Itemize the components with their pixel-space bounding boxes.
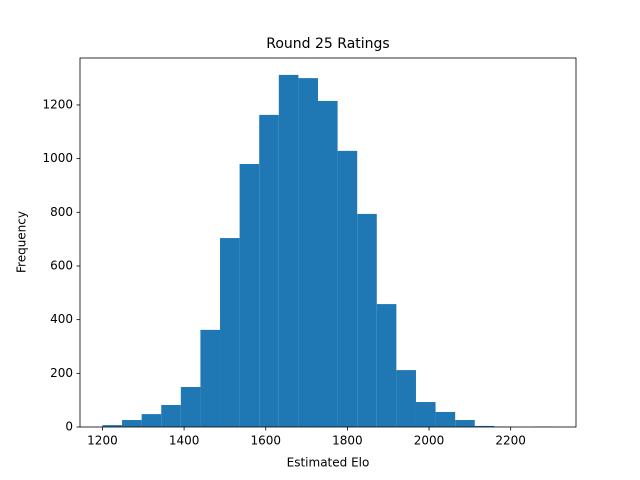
histogram-bar bbox=[415, 402, 436, 427]
y-tick-label: 600 bbox=[50, 258, 73, 272]
plot-area bbox=[102, 74, 554, 428]
histogram-bar bbox=[298, 78, 318, 428]
axes-frame bbox=[79, 57, 577, 428]
histogram-bar bbox=[396, 370, 416, 427]
histogram-bar bbox=[220, 238, 240, 427]
y-tick-label: 800 bbox=[50, 205, 73, 219]
x-axis-label: Estimated Elo bbox=[287, 456, 370, 470]
y-tick-label: 1200 bbox=[42, 97, 73, 111]
histogram-bar bbox=[376, 304, 397, 427]
histogram-bar bbox=[102, 425, 123, 427]
histogram-bar bbox=[259, 114, 279, 427]
histogram-bar bbox=[161, 404, 181, 427]
histogram-bar bbox=[200, 329, 221, 427]
histogram-bar bbox=[435, 411, 456, 427]
y-tick-label: 400 bbox=[50, 312, 73, 326]
histogram-bar bbox=[122, 420, 142, 427]
y-tick-label: 0 bbox=[65, 420, 73, 434]
x-tick-label: 1800 bbox=[332, 434, 363, 448]
x-tick-label: 2200 bbox=[495, 434, 526, 448]
histogram-bar bbox=[474, 425, 495, 427]
histogram-bar bbox=[337, 150, 358, 427]
chart-title: Round 25 Ratings bbox=[266, 36, 389, 52]
x-tick-label: 1400 bbox=[169, 434, 200, 448]
y-tick-label: 1000 bbox=[42, 151, 73, 165]
histogram-bar bbox=[317, 100, 338, 428]
histogram-bar bbox=[455, 420, 475, 427]
histogram-bar bbox=[180, 387, 201, 427]
y-tick-label: 200 bbox=[50, 366, 73, 380]
x-tick-label: 2000 bbox=[414, 434, 445, 448]
x-tick-label: 1200 bbox=[87, 434, 118, 448]
histogram-bar bbox=[239, 164, 260, 427]
x-tick-label: 1600 bbox=[250, 434, 281, 448]
histogram-bar bbox=[357, 213, 377, 427]
histogram-bar bbox=[278, 74, 299, 427]
histogram-bar bbox=[141, 414, 162, 427]
y-axis-label: Frequency bbox=[15, 211, 29, 273]
